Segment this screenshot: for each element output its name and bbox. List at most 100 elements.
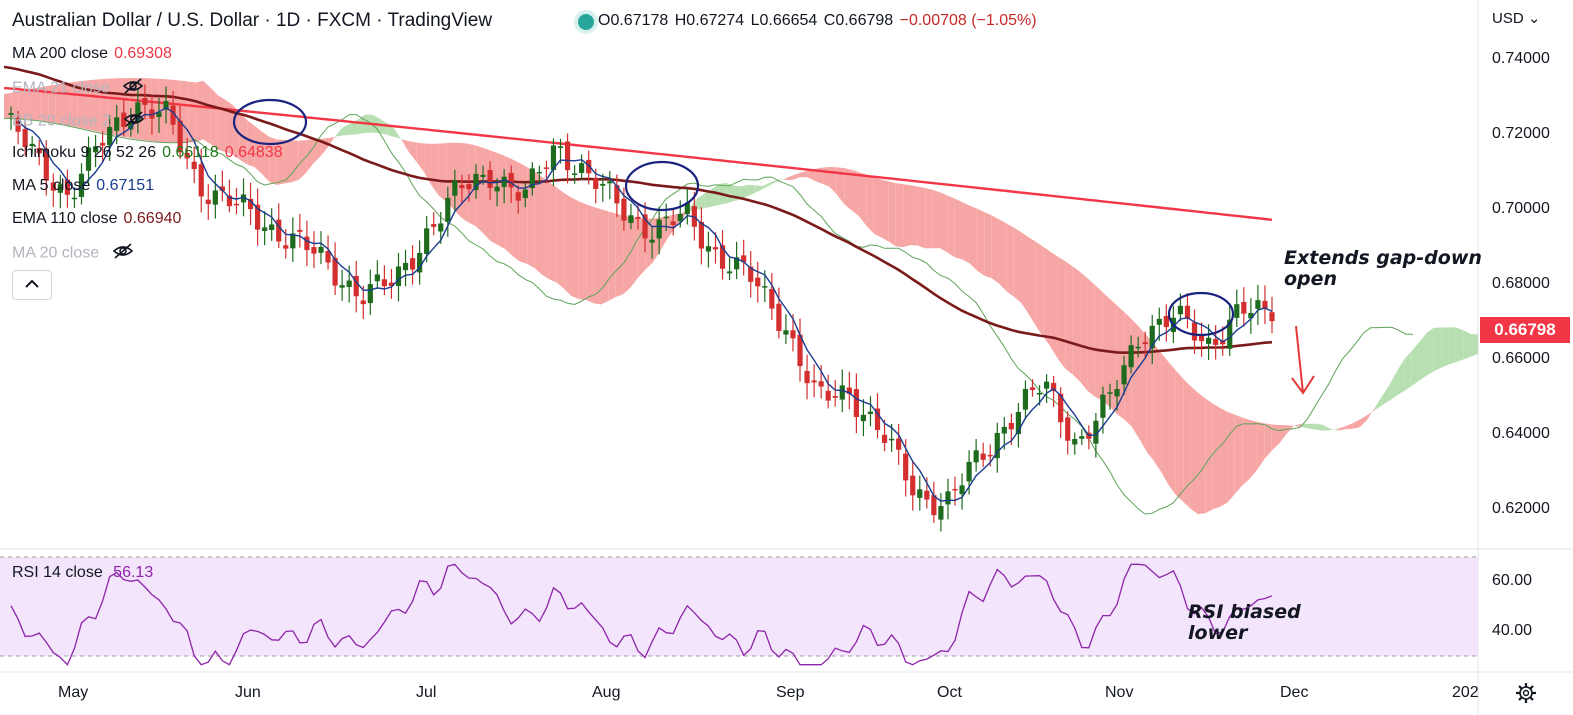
currency-selector[interactable]: USD ⌄ bbox=[1492, 9, 1540, 27]
cloud-segment bbox=[225, 99, 233, 155]
settings-gear-icon[interactable] bbox=[1515, 682, 1537, 704]
candle-body bbox=[1114, 389, 1120, 397]
chart-title[interactable]: Australian Dollar / U.S. Dollar · 1D · F… bbox=[12, 10, 493, 31]
candle-body bbox=[1149, 325, 1155, 349]
cloud-segment bbox=[969, 205, 977, 271]
candle-body bbox=[614, 185, 620, 204]
cloud-segment bbox=[48, 84, 56, 124]
candle-body bbox=[994, 432, 1000, 459]
candle-body bbox=[163, 100, 169, 110]
legend-value: 0.69308 bbox=[114, 45, 172, 62]
legend-rsi[interactable]: RSI 14 close 56.13 bbox=[12, 564, 153, 582]
legend-ichimoku[interactable]: Ichimoku 9 26 52 26 0.66118 0.64838 bbox=[12, 144, 283, 162]
month-label: May bbox=[58, 684, 89, 701]
cloud-segment bbox=[925, 188, 933, 249]
legend-label: RSI 14 close bbox=[12, 564, 103, 581]
down-arrow-icon bbox=[1291, 325, 1315, 395]
candle-body bbox=[332, 257, 338, 286]
candle-body bbox=[642, 214, 648, 239]
candle-body bbox=[1001, 426, 1007, 434]
cloud-segment bbox=[571, 197, 579, 299]
candle-body bbox=[783, 330, 789, 335]
candle-body bbox=[198, 164, 204, 197]
cloud-segment bbox=[615, 213, 624, 297]
candle-body bbox=[304, 236, 310, 251]
cloud-segment bbox=[1242, 417, 1250, 486]
month-label: Sep bbox=[776, 684, 805, 701]
highlight-circle bbox=[624, 160, 700, 212]
cloud-segment bbox=[1470, 334, 1478, 357]
highlight-circle bbox=[1167, 291, 1235, 337]
cloud-segment bbox=[1426, 327, 1434, 376]
cloud-segment bbox=[711, 183, 719, 207]
candle-body bbox=[825, 390, 831, 401]
cloud-segment bbox=[807, 169, 815, 181]
candle-body bbox=[719, 245, 726, 269]
cloud-segment bbox=[1102, 291, 1110, 407]
cloud-segment bbox=[1205, 398, 1213, 514]
cloud-segment bbox=[1264, 423, 1272, 460]
candle-body bbox=[607, 181, 613, 184]
candle-body bbox=[381, 279, 387, 287]
eye-hidden-icon[interactable] bbox=[123, 111, 145, 132]
legend-ma200[interactable]: MA 200 close 0.69308 bbox=[12, 45, 172, 63]
candle-body bbox=[487, 169, 493, 188]
cloud-segment bbox=[1212, 403, 1221, 510]
candle-body bbox=[621, 198, 627, 221]
cloud-segment bbox=[1367, 407, 1375, 420]
collapse-legend-button[interactable] bbox=[12, 270, 52, 300]
cloud-segment bbox=[866, 174, 874, 234]
cloud-segment bbox=[785, 175, 793, 180]
candle-body bbox=[1135, 346, 1141, 349]
cloud-segment bbox=[1411, 342, 1420, 386]
candle-body bbox=[374, 274, 380, 282]
candle-body bbox=[945, 491, 951, 505]
cloud-segment bbox=[1419, 332, 1427, 381]
open-value: O0.67178 bbox=[598, 12, 669, 29]
candle-body bbox=[191, 161, 197, 170]
candle-body bbox=[240, 194, 247, 203]
cloud-segment bbox=[895, 183, 904, 248]
candle-body bbox=[226, 195, 233, 207]
legend-value: 0.67151 bbox=[96, 177, 155, 194]
eye-hidden-icon[interactable] bbox=[112, 243, 134, 264]
cloud-segment bbox=[1256, 421, 1265, 471]
eye-hidden-icon[interactable] bbox=[122, 78, 144, 99]
legend-ma20[interactable]: MA 20 close bbox=[12, 243, 134, 264]
cloud-segment bbox=[85, 79, 93, 131]
candle-body bbox=[586, 159, 592, 174]
cloud-segment bbox=[799, 170, 808, 178]
legend-ma5[interactable]: MA 5 close 0.67151 bbox=[12, 177, 154, 195]
candle-body bbox=[1227, 319, 1233, 349]
legend-label: BB 20 close 2 bbox=[12, 112, 111, 130]
cloud-segment bbox=[424, 143, 432, 186]
candle-body bbox=[43, 148, 49, 181]
legend-label: MA 20 close bbox=[12, 244, 100, 262]
legend-ema110[interactable]: EMA 110 close 0.66940 bbox=[12, 210, 181, 228]
cloud-segment bbox=[939, 192, 948, 253]
month-label: Jul bbox=[416, 684, 437, 701]
candle-body bbox=[536, 171, 542, 174]
legend-ema21[interactable]: EMA 21 close bbox=[12, 78, 144, 99]
candle-body bbox=[501, 176, 507, 187]
cloud-segment bbox=[1374, 395, 1383, 411]
legend-bb20[interactable]: BB 20 close 2 bbox=[12, 111, 145, 132]
cloud-segment bbox=[210, 87, 218, 150]
candle-body bbox=[262, 227, 268, 231]
cloud-segment bbox=[343, 123, 351, 136]
candle-body bbox=[1184, 305, 1191, 319]
cloud-segment bbox=[1168, 361, 1176, 495]
cloud-segment bbox=[932, 189, 940, 249]
candle-body bbox=[705, 246, 712, 252]
candle-body bbox=[1248, 312, 1254, 319]
candle-body bbox=[1043, 381, 1050, 389]
candle-body bbox=[424, 228, 430, 254]
cloud-segment bbox=[903, 184, 911, 248]
candle-body bbox=[297, 229, 303, 232]
cloud-segment bbox=[40, 85, 49, 122]
candle-body bbox=[980, 453, 986, 460]
cloud-segment bbox=[1006, 223, 1014, 297]
candle-body bbox=[522, 189, 528, 199]
cloud-segment bbox=[1021, 232, 1029, 314]
